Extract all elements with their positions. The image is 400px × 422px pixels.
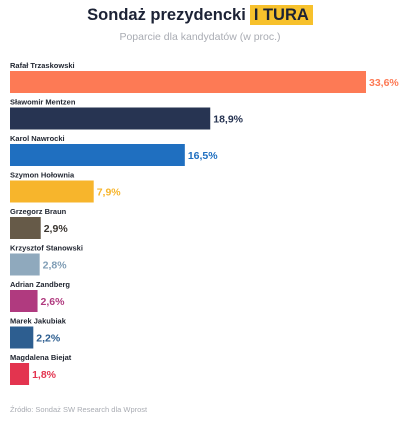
chart-subtitle: Poparcie dla kandydatów (w proc.) [119, 31, 281, 43]
source-note: Źródło: Sondaż SW Research dla Wprost [10, 405, 148, 414]
bar [10, 71, 366, 93]
bar [10, 144, 185, 166]
bar-name-label: Marek Jakubiak [10, 317, 67, 326]
bar-value-label: 7,9% [97, 187, 122, 199]
bar-name-label: Magdalena Biejat [10, 353, 72, 362]
chart-title: Sondaż prezydencki I TURA [0, 5, 400, 25]
bar [10, 253, 40, 276]
bar-name-label: Grzegorz Braun [10, 207, 67, 216]
bar [10, 290, 38, 312]
bar-value-label: 16,5% [188, 150, 218, 162]
bar [10, 107, 211, 130]
bar-name-label: Szymon Hołownia [10, 171, 75, 180]
title-text: Sondaż prezydencki [87, 5, 246, 24]
bar [10, 180, 94, 203]
bar-value-label: 2,9% [44, 223, 69, 235]
bar-value-label: 2,2% [36, 333, 61, 345]
bar-name-label: Karol Nawrocki [10, 134, 65, 143]
bar [10, 326, 34, 349]
title-badge: I TURA [249, 5, 313, 25]
bar [10, 217, 41, 239]
bar-name-label: Sławomir Mentzen [10, 98, 76, 107]
bar-value-label: 2,8% [43, 260, 68, 272]
bar-value-label: 2,6% [41, 296, 66, 308]
bar-value-label: 1,8% [32, 369, 57, 381]
bar-name-label: Krzysztof Stanowski [10, 244, 83, 253]
bar-value-label: 33,6% [369, 77, 399, 89]
bar [10, 363, 30, 385]
bar-value-label: 18,9% [213, 114, 243, 126]
bar-name-label: Adrian Zandberg [10, 280, 70, 289]
bar-name-label: Rafał Trzaskowski [10, 61, 75, 70]
